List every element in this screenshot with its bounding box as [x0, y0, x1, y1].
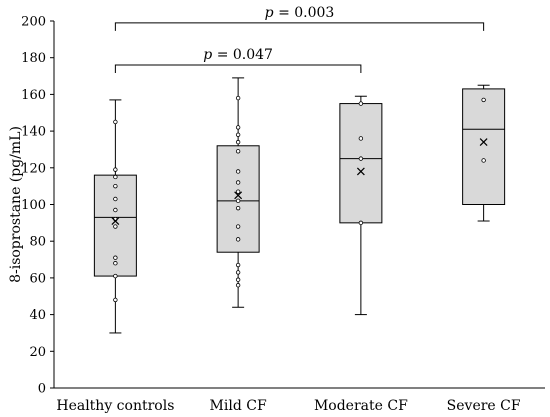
mean-marker — [356, 167, 365, 176]
data-point — [113, 261, 118, 266]
y-tick-label: 100 — [21, 198, 46, 213]
x-category-label: Moderate CF — [314, 398, 408, 414]
box-iqr — [339, 103, 383, 224]
box-iqr — [462, 88, 506, 205]
data-point — [235, 277, 241, 282]
data-point — [358, 101, 364, 106]
data-point — [358, 136, 364, 141]
significance-bracket: p = 0.003 — [114, 5, 485, 31]
y-tick-label: 160 — [21, 88, 46, 103]
mean-marker — [479, 138, 488, 147]
data-point — [113, 167, 118, 172]
data-point — [235, 95, 241, 101]
data-point — [235, 198, 241, 204]
data-point — [235, 149, 241, 154]
bracket-line — [114, 22, 485, 31]
x-category-label: Severe CF — [447, 398, 521, 414]
y-axis-title: 8-isoprostane (pg/mL) — [8, 126, 24, 283]
box-group — [93, 99, 137, 334]
data-point — [113, 224, 118, 229]
y-tick-label: 120 — [21, 161, 46, 176]
mean-marker-stroke — [356, 167, 365, 176]
data-point — [235, 189, 241, 194]
data-point — [235, 262, 241, 268]
data-point — [358, 156, 364, 161]
box-group — [462, 84, 506, 222]
y-tick-label: 180 — [21, 51, 46, 66]
data-point — [358, 220, 364, 226]
p-value-label: p = 0.047 — [203, 47, 273, 63]
data-point — [481, 158, 486, 163]
significance-annotations: p = 0.047 p = 0.003 — [114, 5, 485, 74]
y-tick-label: 200 — [21, 15, 46, 30]
data-point — [481, 97, 486, 103]
bracket-line — [114, 64, 362, 74]
box-series — [93, 77, 506, 334]
x-category-label: Healthy controls — [56, 398, 174, 414]
box-group — [339, 95, 383, 316]
mean-marker — [234, 191, 243, 200]
data-point — [113, 297, 118, 303]
data-point — [113, 273, 118, 279]
data-point — [113, 255, 118, 260]
data-point — [235, 180, 241, 185]
x-category-label: Mild CF — [210, 398, 267, 414]
data-point — [113, 119, 118, 125]
data-point — [235, 237, 241, 242]
p-value-label: p = 0.003 — [265, 5, 335, 21]
data-point — [113, 174, 118, 180]
box-group — [216, 77, 260, 308]
data-point — [113, 196, 118, 202]
mean-marker — [111, 217, 120, 225]
significance-bracket: p = 0.047 — [114, 47, 362, 74]
data-point — [235, 224, 241, 229]
y-tick-label: 140 — [21, 125, 46, 140]
data-point — [235, 139, 241, 145]
y-tick-label: 20 — [29, 345, 46, 360]
mean-marker-stroke — [234, 191, 243, 200]
mean-marker-stroke — [111, 217, 120, 225]
data-point — [235, 283, 241, 288]
data-point — [235, 125, 241, 130]
y-tick-label: 60 — [29, 271, 46, 286]
data-point — [113, 183, 118, 189]
y-tick-label: 0 — [38, 382, 46, 397]
data-point — [235, 270, 241, 275]
y-axis-ticks: 0 20 40 60 80 100 120 140 160 180 200 — [21, 15, 54, 397]
data-point — [235, 205, 241, 211]
x-axis-labels: Healthy controls Mild CF Moderate CF Severe… — [56, 398, 520, 414]
data-point — [113, 207, 118, 213]
mean-marker-stroke — [479, 138, 488, 147]
y-tick-label: 80 — [29, 235, 46, 250]
y-tick-label: 40 — [29, 308, 46, 323]
data-point — [235, 169, 241, 174]
data-point — [235, 132, 241, 137]
